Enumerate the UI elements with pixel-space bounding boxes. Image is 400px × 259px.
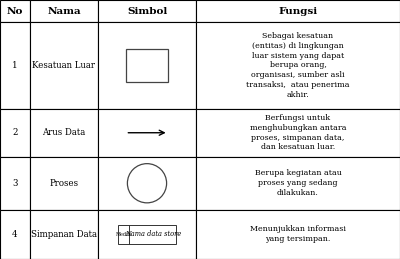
Bar bbox=[0, 0, 30, 22]
Bar bbox=[0, 157, 30, 210]
Text: Berfungsi untuk
menghubungkan antara
proses, simpanan data,
dan kesatuan luar.: Berfungsi untuk menghubungkan antara pro… bbox=[250, 114, 346, 152]
Text: No: No bbox=[7, 6, 23, 16]
Bar bbox=[30, 22, 98, 109]
Bar bbox=[98, 109, 196, 157]
Text: 1: 1 bbox=[12, 61, 18, 70]
Text: Sebagai kesatuan
(entitas) di lingkungan
luar sistem yang dapat
berupa orang,
or: Sebagai kesatuan (entitas) di lingkungan… bbox=[246, 32, 350, 99]
Text: Fungsi: Fungsi bbox=[278, 6, 318, 16]
Bar bbox=[30, 157, 98, 210]
Bar bbox=[30, 0, 98, 22]
Bar bbox=[196, 0, 400, 22]
Text: Menunjukkan informasi
yang tersimpan.: Menunjukkan informasi yang tersimpan. bbox=[250, 226, 346, 243]
Bar bbox=[126, 49, 168, 82]
Text: Proses: Proses bbox=[50, 179, 78, 188]
Text: Media: Media bbox=[116, 232, 131, 237]
Bar bbox=[0, 109, 30, 157]
Text: 3: 3 bbox=[12, 179, 18, 188]
Bar bbox=[30, 210, 98, 259]
Bar bbox=[98, 210, 196, 259]
Text: Arus Data: Arus Data bbox=[42, 128, 86, 137]
Bar bbox=[30, 109, 98, 157]
Bar bbox=[118, 225, 176, 244]
Text: Berupa kegiatan atau
proses yang sedang
dilakukan.: Berupa kegiatan atau proses yang sedang … bbox=[254, 169, 342, 197]
Text: Nama data store: Nama data store bbox=[125, 231, 181, 238]
Bar bbox=[98, 22, 196, 109]
Bar bbox=[196, 210, 400, 259]
Bar bbox=[196, 22, 400, 109]
Text: Nama: Nama bbox=[47, 6, 81, 16]
Ellipse shape bbox=[127, 164, 166, 203]
Bar bbox=[98, 157, 196, 210]
Text: Kesatuan Luar: Kesatuan Luar bbox=[32, 61, 96, 70]
Bar bbox=[196, 157, 400, 210]
Text: 2: 2 bbox=[12, 128, 18, 137]
Text: 4: 4 bbox=[12, 230, 18, 239]
Text: Simpanan Data: Simpanan Data bbox=[31, 230, 97, 239]
Text: Simbol: Simbol bbox=[127, 6, 167, 16]
Bar bbox=[0, 210, 30, 259]
Bar bbox=[0, 22, 30, 109]
Bar bbox=[98, 0, 196, 22]
Bar bbox=[196, 109, 400, 157]
